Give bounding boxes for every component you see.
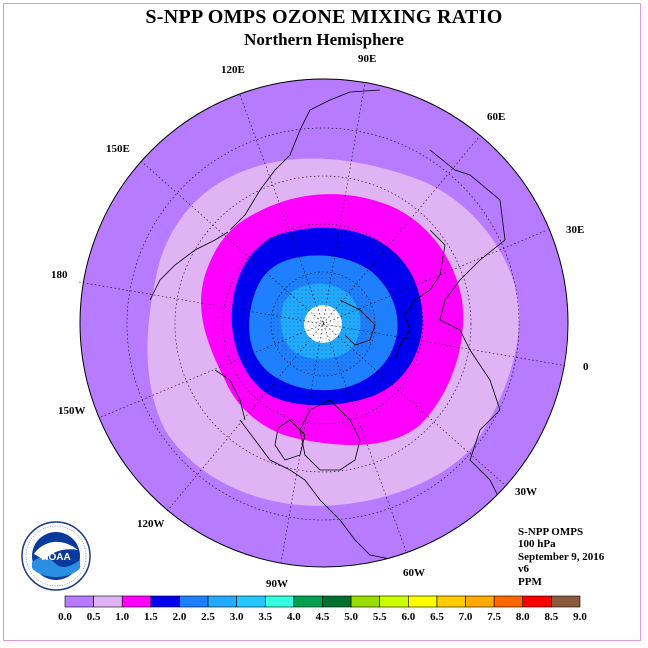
lon-label-30w: 30W bbox=[515, 486, 537, 498]
noaa-logo: NOAA bbox=[21, 521, 91, 591]
lon-label-0: 0 bbox=[583, 361, 589, 373]
colorbar-label: 1.0 bbox=[115, 611, 129, 623]
colorbar-swatch bbox=[350, 595, 381, 608]
info-line-level: 100 hPa bbox=[518, 538, 556, 551]
longitude-labels: 120E 90E 60E 30E 0 30W 60W 90W 120W 150W… bbox=[51, 53, 589, 590]
lon-label-180: 180 bbox=[51, 269, 68, 281]
colorbar-swatch bbox=[293, 595, 323, 608]
meridian-0-180 bbox=[78, 281, 568, 367]
colorbar-swatch bbox=[493, 595, 524, 608]
colorbar-label: 6.0 bbox=[401, 611, 415, 623]
info-line-version: v6 bbox=[518, 563, 529, 576]
colorbar-swatches bbox=[64, 595, 581, 608]
info-line-date: September 9, 2016 bbox=[518, 550, 605, 563]
colorbar-label: 3.0 bbox=[230, 611, 244, 623]
coast-greenland bbox=[299, 399, 361, 471]
colorbar-label: 4.0 bbox=[287, 611, 301, 623]
colorbar-label: 6.5 bbox=[430, 611, 444, 623]
meridian-90e-90w bbox=[280, 82, 366, 564]
colorbar-label: 1.5 bbox=[144, 611, 158, 623]
coast-alaska-siberia bbox=[229, 89, 381, 231]
colorbar-swatch bbox=[64, 595, 94, 608]
coast-arctic-islands bbox=[339, 299, 376, 346]
lat-circle-50 bbox=[126, 127, 520, 521]
lon-label-150e: 150E bbox=[106, 143, 130, 155]
lon-label-120w: 120W bbox=[137, 518, 165, 530]
lon-label-60e: 60E bbox=[487, 111, 505, 123]
colorbar-swatch bbox=[207, 595, 237, 608]
colorbar-labels: 0.0 0.5 1.0 1.5 2.0 2.5 3.0 3.5 4.0 4.5 5.0 5.5 6.0 6… bbox=[58, 611, 587, 623]
coastlines bbox=[149, 89, 506, 567]
colorbar-label: 8.0 bbox=[516, 611, 530, 623]
colorbar-label: 2.5 bbox=[201, 611, 215, 623]
lat-circle-70 bbox=[222, 223, 424, 425]
lon-label-90w: 90W bbox=[266, 578, 288, 590]
colorbar-label: 8.5 bbox=[545, 611, 559, 623]
colorbar-swatch bbox=[408, 595, 438, 608]
colorbar-swatch bbox=[522, 595, 552, 608]
colorbar-swatch bbox=[436, 595, 466, 608]
colorbar-label: 4.5 bbox=[316, 611, 330, 623]
coast-alaska bbox=[214, 369, 246, 421]
meridian-150e-30w bbox=[140, 160, 506, 486]
colorbar-swatch bbox=[121, 595, 152, 608]
lon-label-120e: 120E bbox=[221, 64, 245, 76]
colorbar-label: 7.0 bbox=[459, 611, 473, 623]
map-outline bbox=[79, 78, 569, 568]
coast-east-asia bbox=[149, 231, 229, 301]
coast-north-america bbox=[239, 419, 431, 567]
info-line-units: PPM bbox=[518, 575, 542, 588]
map-info: S-NPP OMPS 100 hPa September 9, 2016 v6 … bbox=[518, 526, 604, 588]
graticule bbox=[78, 82, 568, 564]
meridian-120e-90e bbox=[239, 94, 407, 552]
lat-circle-60 bbox=[174, 175, 472, 473]
coast-hudson-bay bbox=[274, 419, 306, 461]
colorbar-label: 0.5 bbox=[87, 611, 101, 623]
colorbar-swatch bbox=[93, 595, 123, 608]
frame-border bbox=[3, 3, 641, 641]
colorbar-label: 9.0 bbox=[573, 611, 587, 623]
lon-label-60w: 60W bbox=[403, 567, 425, 579]
colorbar-label: 2.0 bbox=[173, 611, 187, 623]
coast-scandinavia bbox=[394, 229, 446, 361]
meridian-60e-120w bbox=[166, 136, 480, 512]
colorbar-label: 5.0 bbox=[344, 611, 358, 623]
meridian-30e-150w bbox=[100, 230, 546, 418]
map-subtitle: Northern Hemisphere bbox=[244, 30, 404, 49]
lat-circle-80 bbox=[270, 271, 376, 377]
lon-label-150w: 150W bbox=[58, 405, 86, 417]
colorbar-swatch bbox=[322, 595, 352, 608]
info-line-instrument: S-NPP OMPS bbox=[518, 526, 584, 538]
coast-europe-asia bbox=[429, 149, 506, 541]
colorbar-label: 3.5 bbox=[258, 611, 272, 623]
colorbar-swatch bbox=[150, 595, 180, 608]
colorbar-swatch bbox=[264, 595, 295, 608]
colorbar-swatch bbox=[379, 595, 409, 608]
lon-label-90e: 90E bbox=[358, 53, 376, 65]
colorbar-swatch bbox=[551, 595, 581, 608]
colorbar-label: 0.0 bbox=[58, 611, 72, 623]
noaa-logo-text: NOAA bbox=[41, 552, 70, 563]
colorbar-swatch bbox=[179, 595, 209, 608]
colorbar-swatch bbox=[236, 595, 266, 608]
lon-label-30e: 30E bbox=[566, 224, 584, 236]
colorbar-swatch bbox=[465, 595, 495, 608]
colorbar-label: 5.5 bbox=[373, 611, 387, 623]
map-title: S-NPP OMPS OZONE MIXING RATIO bbox=[145, 6, 503, 28]
colorbar-label: 7.5 bbox=[487, 611, 501, 623]
